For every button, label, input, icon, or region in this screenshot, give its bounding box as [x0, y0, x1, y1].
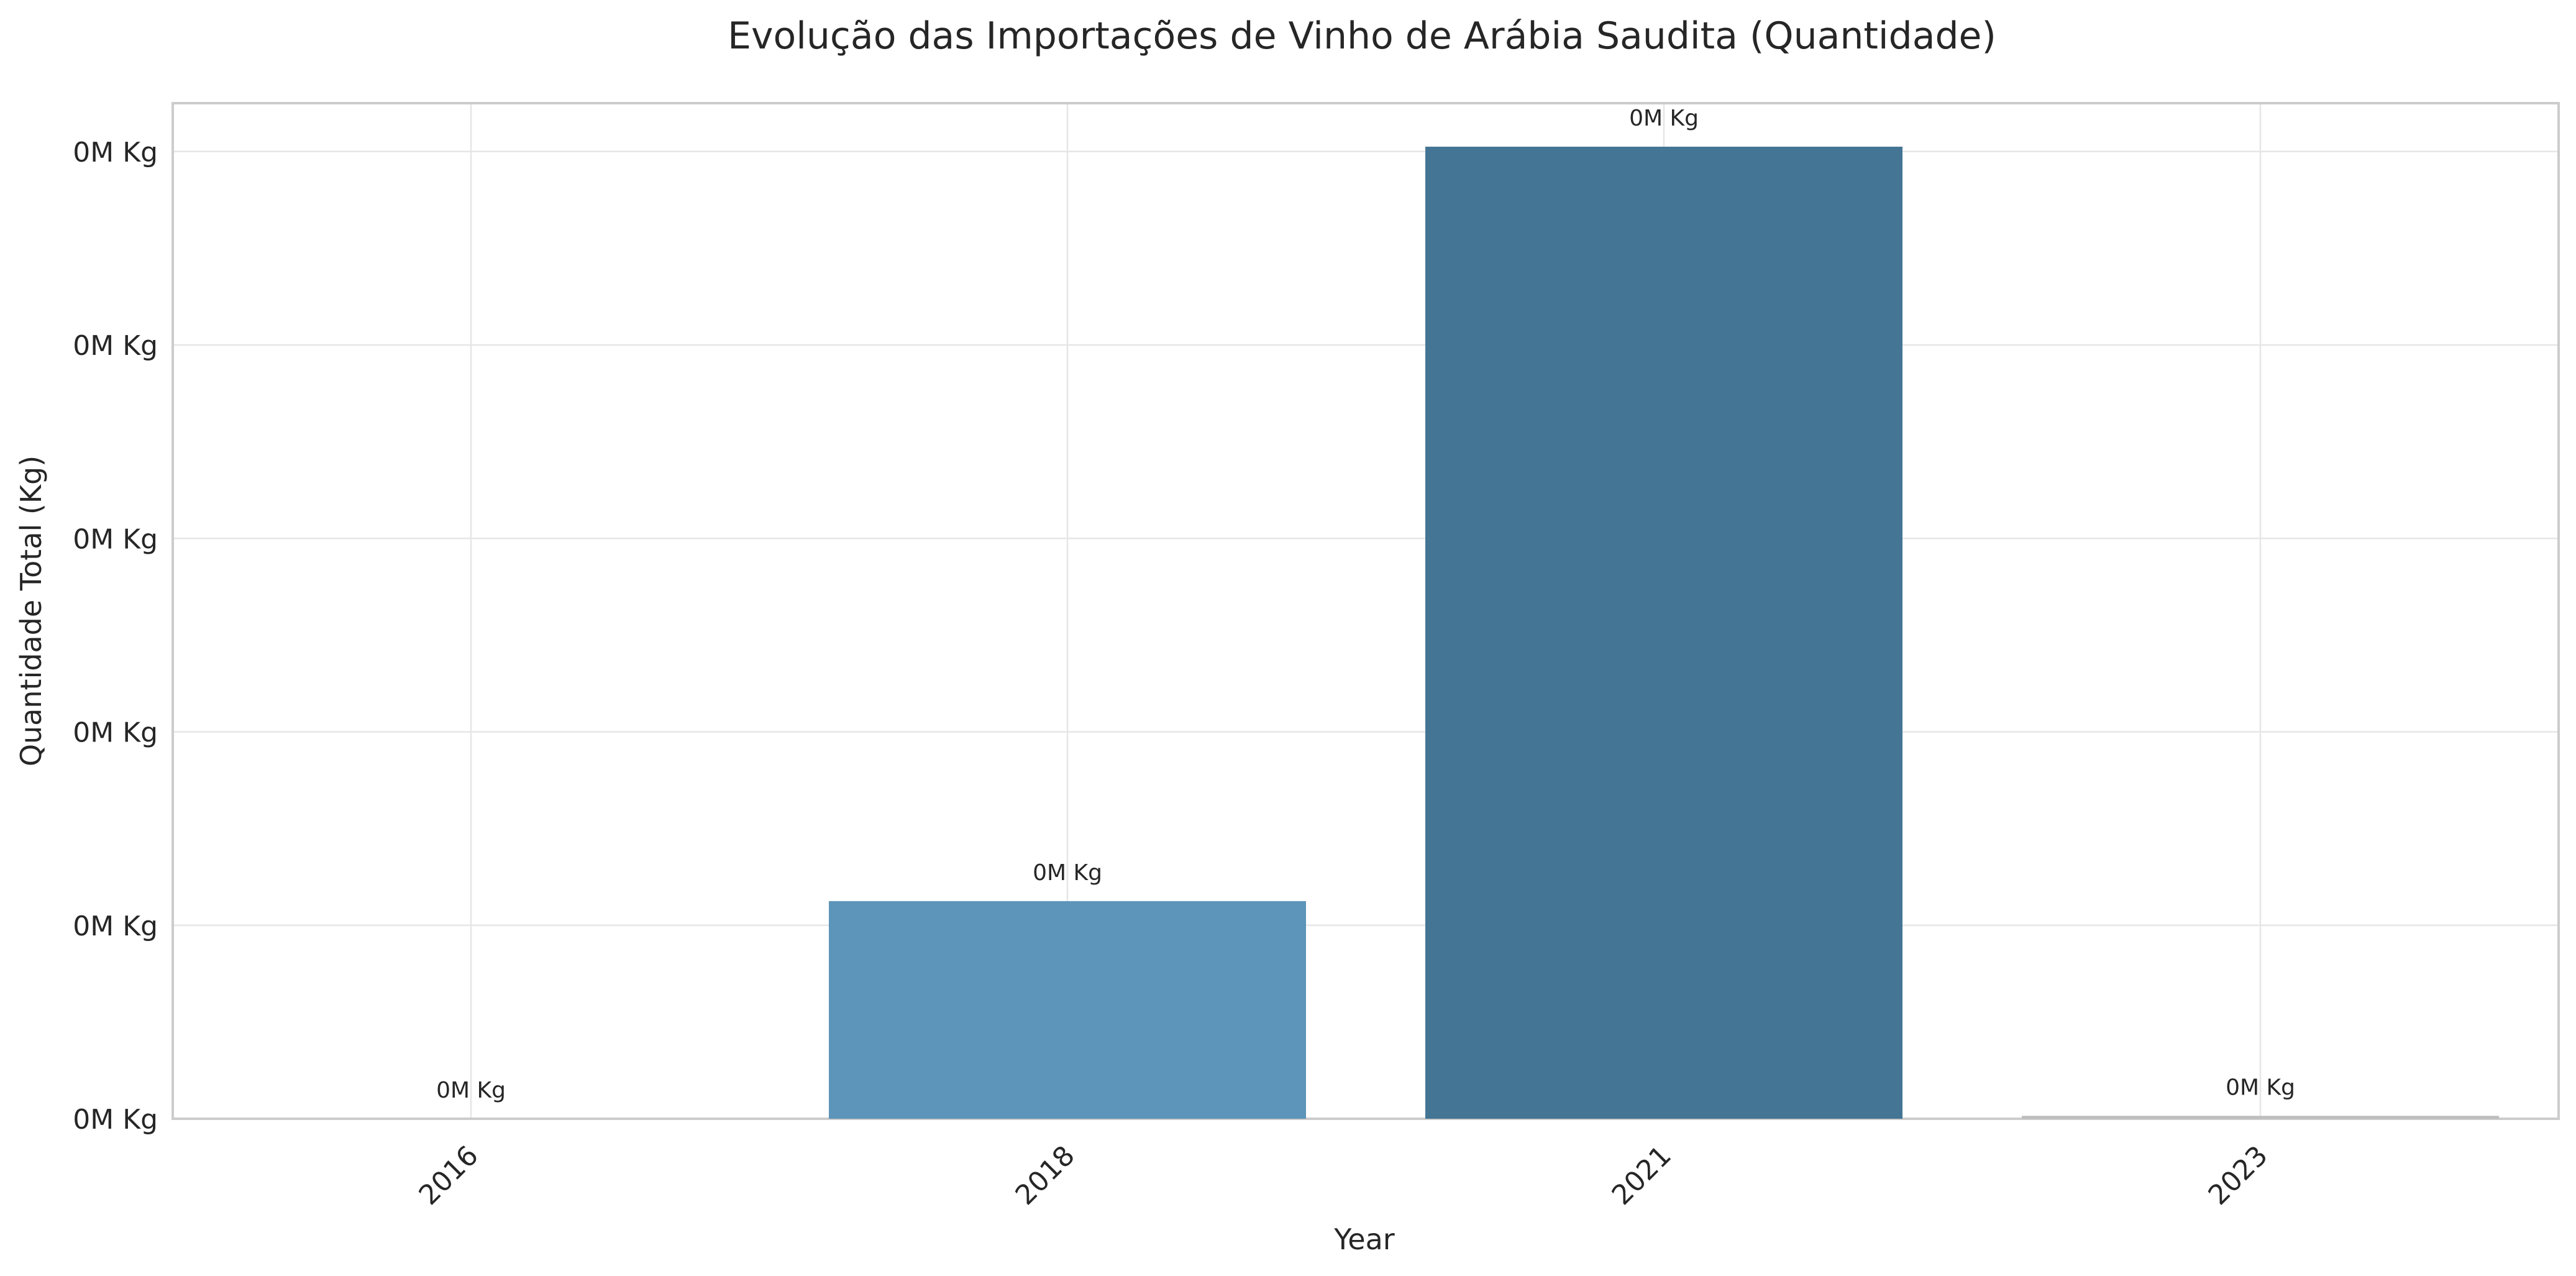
chart-title: Evolução das Importações de Vinho de Ará… [728, 14, 1996, 58]
x-axis-label: Year [1333, 1223, 1394, 1256]
bar-2023 [2022, 1116, 2499, 1119]
y-tick-label: 0M Kg [73, 1104, 158, 1136]
y-tick-label: 0M Kg [73, 911, 158, 942]
value-label-2023: 0M Kg [2226, 1075, 2295, 1100]
value-label-2021: 0M Kg [1629, 106, 1699, 131]
y-tick-label: 0M Kg [73, 137, 158, 168]
value-labels: 0M Kg 0M Kg 0M Kg 0M Kg [436, 106, 2295, 1103]
value-label-2016: 0M Kg [436, 1078, 506, 1103]
y-tick-label: 0M Kg [73, 523, 158, 555]
y-tick-label: 0M Kg [73, 717, 158, 749]
bar-2018 [829, 901, 1306, 1119]
plot-frame [171, 102, 2560, 1120]
y-axis-ticks: 0M Kg 0M Kg 0M Kg 0M Kg 0M Kg 0M Kg [73, 137, 158, 1136]
bars [829, 147, 2499, 1119]
y-tick-label: 0M Kg [73, 330, 158, 362]
bar-2021 [1425, 147, 1902, 1119]
y-axis-label: Quantidade Total (Kg) [14, 456, 48, 766]
value-label-2018: 0M Kg [1033, 860, 1102, 886]
